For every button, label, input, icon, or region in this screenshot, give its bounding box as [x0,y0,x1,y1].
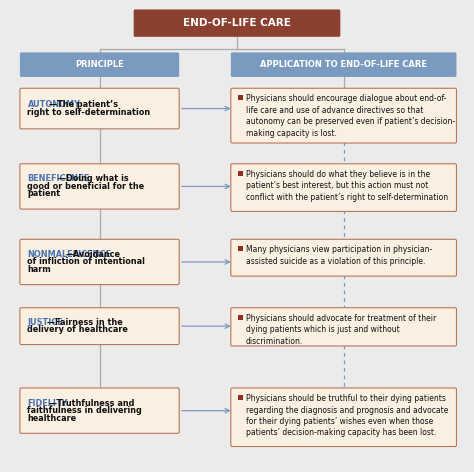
Text: —Avoidance: —Avoidance [66,250,121,259]
Bar [238,246,243,251]
Text: right to self-determination: right to self-determination [27,108,151,117]
FancyBboxPatch shape [231,388,456,447]
Text: Physicians should do what they believe is in the
patient’s best interest, but th: Physicians should do what they believe i… [246,170,447,202]
Text: harm: harm [27,265,51,274]
Bar [238,171,243,176]
Text: good or beneficial for the: good or beneficial for the [27,182,145,191]
Text: Physicians should encourage dialogue about end-of-
life care and use of advance : Physicians should encourage dialogue abo… [246,94,455,138]
Text: patient: patient [27,189,61,199]
Text: AUTONOMY: AUTONOMY [27,100,81,110]
Text: Many physicians view participation in physician-
assisted suicide as a violation: Many physicians view participation in ph… [246,245,432,266]
Text: APPLICATION TO END-OF-LIFE CARE: APPLICATION TO END-OF-LIFE CARE [260,60,427,69]
FancyBboxPatch shape [20,308,179,345]
Text: of infliction of intentional: of infliction of intentional [27,257,146,267]
Text: BENEFICENCE: BENEFICENCE [27,174,90,184]
FancyBboxPatch shape [20,52,179,77]
FancyBboxPatch shape [20,388,179,433]
Text: —Fairness in the: —Fairness in the [47,318,122,327]
Text: Physicians should advocate for treatment of their
dying patients which is just a: Physicians should advocate for treatment… [246,314,436,346]
Bar [238,315,243,320]
Text: JUSTICE: JUSTICE [27,318,63,327]
Text: delivery of healthcare: delivery of healthcare [27,325,128,335]
Bar [238,95,243,100]
Bar [238,395,243,400]
Text: —Doing what is: —Doing what is [58,174,128,184]
Text: healthcare: healthcare [27,413,77,423]
FancyBboxPatch shape [231,164,456,211]
FancyBboxPatch shape [20,164,179,209]
FancyBboxPatch shape [231,239,456,276]
Text: —Truthfulness and: —Truthfulness and [49,398,135,408]
FancyBboxPatch shape [231,52,456,77]
Text: —The patient’s: —The patient’s [49,100,118,110]
Text: faithfulness in delivering: faithfulness in delivering [27,406,142,415]
Text: FIDELITY: FIDELITY [27,398,68,408]
FancyBboxPatch shape [231,308,456,346]
Text: Physicians should be truthful to their dying patients
regarding the diagnosis an: Physicians should be truthful to their d… [246,394,448,438]
Text: NONMALEFICENCE: NONMALEFICENCE [27,250,111,259]
FancyBboxPatch shape [134,9,340,37]
FancyBboxPatch shape [20,88,179,129]
FancyBboxPatch shape [20,239,179,285]
Text: END-OF-LIFE CARE: END-OF-LIFE CARE [183,18,291,28]
FancyBboxPatch shape [231,88,456,143]
Text: PRINCIPLE: PRINCIPLE [75,60,124,69]
